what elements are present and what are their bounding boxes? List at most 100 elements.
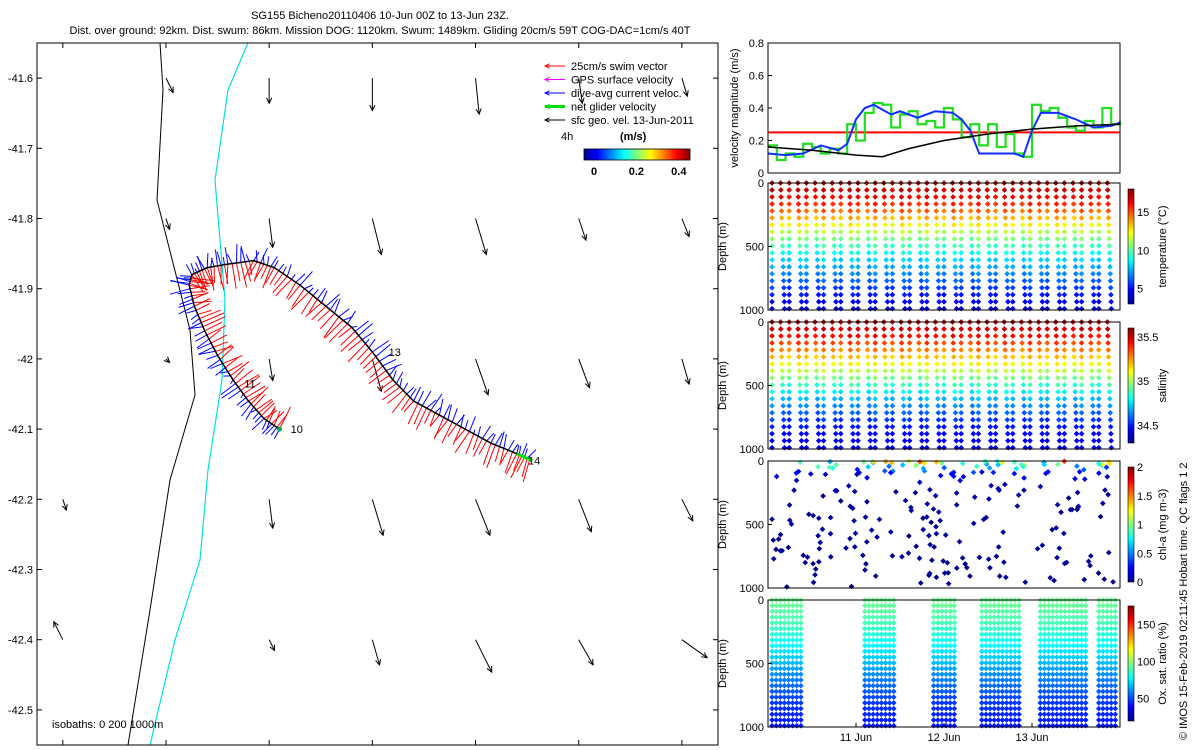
salinity-sample-point xyxy=(1078,437,1085,444)
oxygen-sample-point xyxy=(1007,648,1014,655)
temperature-colorbar-tick: 15 xyxy=(1137,207,1149,219)
dive-avg-current-vector xyxy=(196,338,210,349)
dive-avg-current-vector xyxy=(395,371,404,384)
salinity-sample-point xyxy=(923,409,930,416)
chla-sample-point xyxy=(1054,501,1061,508)
temperature-sample-point xyxy=(958,263,965,270)
oxygen-sample-point xyxy=(1012,654,1018,660)
dive-avg-current-vector xyxy=(409,388,417,398)
oxygen-sample-point xyxy=(1112,625,1119,632)
salinity-sample-point xyxy=(815,430,822,437)
oxygen-sample-point xyxy=(886,682,893,689)
salinity-sample-point xyxy=(992,340,999,346)
oxygen-sample-point xyxy=(1082,711,1089,718)
salinity-sample-point xyxy=(898,333,905,339)
salinity-sample-point xyxy=(1009,389,1016,395)
temperature-sample-point xyxy=(923,250,930,256)
temperature-sample-point xyxy=(1004,277,1011,284)
chla-sample-point xyxy=(953,490,960,496)
salinity-sample-point xyxy=(968,361,974,367)
temperature-sample-point xyxy=(975,201,982,207)
salinity-sample-point xyxy=(985,368,992,374)
salinity-sample-point xyxy=(898,326,905,332)
salinity-sample-point xyxy=(1095,382,1102,388)
oxygen-sample-point xyxy=(987,682,993,689)
salinity-sample-point xyxy=(923,416,930,423)
salinity-sample-point xyxy=(855,347,861,353)
temperature-sample-point xyxy=(1044,284,1051,291)
oxygen-sample-point xyxy=(951,688,958,695)
oxygen-sample-point xyxy=(947,694,954,700)
geo-velocity-arrowhead xyxy=(486,666,493,674)
dive-avg-current-vector xyxy=(261,420,268,430)
temperature-sample-point xyxy=(984,201,991,207)
salinity-sample-point xyxy=(867,430,873,437)
temperature-sample-point xyxy=(796,222,802,228)
temperature-sample-point xyxy=(1027,215,1033,221)
dive-avg-current-vector xyxy=(382,358,397,367)
temperature-sample-point xyxy=(864,201,871,207)
oxygen-sample-point xyxy=(785,620,792,626)
oxygen-sample-point xyxy=(991,648,998,655)
chla-sample-point xyxy=(1096,470,1102,476)
temperature-sample-point xyxy=(1073,277,1079,284)
oxygen-sample-point xyxy=(866,602,872,609)
temperature-sample-point xyxy=(975,215,982,221)
salinity-sample-point xyxy=(798,423,804,430)
oxygen-sample-point xyxy=(798,648,804,655)
temperature-sample-point xyxy=(935,284,942,291)
oxygen-sample-point xyxy=(1070,654,1077,660)
oxygen-sample-point xyxy=(798,705,804,712)
oxygen-sample-point xyxy=(1037,614,1044,620)
oxygen-sample-point xyxy=(951,625,958,632)
swim-vector xyxy=(226,264,229,284)
temperature-sample-point xyxy=(933,208,940,214)
swim-vector xyxy=(324,319,344,339)
oxygen-sample-point xyxy=(947,665,954,672)
oxygen-sample-point xyxy=(1037,677,1044,683)
map-y-tick-label: -42.1 xyxy=(8,424,33,436)
oxygen-sample-point xyxy=(987,625,993,632)
temperature-sample-point xyxy=(833,298,839,305)
temperature-sample-point xyxy=(1004,270,1010,277)
salinity-sample-point xyxy=(829,333,836,339)
temperature-sample-point xyxy=(866,270,873,277)
dive-avg-current-vector xyxy=(216,251,222,266)
oxygen-sample-point xyxy=(930,614,937,620)
temperature-sample-point xyxy=(975,243,982,249)
oxygen-sample-point xyxy=(987,620,993,626)
oxygen-sample-point xyxy=(789,682,796,689)
salinity-sample-point xyxy=(779,361,785,367)
oxygen-sample-point xyxy=(1058,711,1064,718)
salinity-sample-point xyxy=(1078,382,1085,388)
temperature-sample-point xyxy=(797,270,804,277)
salinity-sample-point xyxy=(987,409,993,416)
oxygen-sample-point xyxy=(890,711,897,718)
oxygen-sample-point xyxy=(798,620,804,626)
track-start-marker xyxy=(276,426,282,432)
swim-vector xyxy=(253,394,266,408)
dive-avg-current-vector xyxy=(321,290,328,303)
oxygen-sample-point xyxy=(870,620,876,626)
oxygen-sample-point xyxy=(934,705,941,712)
salinity-sample-point xyxy=(950,340,957,346)
salinity-sample-point xyxy=(820,389,827,395)
temperature-sample-point xyxy=(779,229,785,235)
temperature-sample-point xyxy=(1071,215,1077,221)
salinity-sample-point xyxy=(987,430,994,437)
temperature-sample-point xyxy=(901,277,907,284)
oxygen-sample-point xyxy=(793,705,800,712)
oxygen-sample-point xyxy=(769,705,775,712)
chla-sample-point xyxy=(1015,492,1022,498)
chla-sample-point xyxy=(899,462,906,468)
legend-arrowhead xyxy=(543,63,550,69)
salinity-sample-point xyxy=(1106,375,1112,381)
dive-avg-current-vector xyxy=(392,370,397,381)
salinity-sample-point xyxy=(796,354,802,360)
oxygen-sample-point xyxy=(1112,717,1119,723)
oxygen-sample-point xyxy=(862,665,868,672)
oxygen-sample-point xyxy=(1074,660,1081,666)
temperature-sample-point xyxy=(815,284,822,291)
salinity-sample-point xyxy=(850,437,856,444)
oxygen-sample-point xyxy=(769,602,775,609)
